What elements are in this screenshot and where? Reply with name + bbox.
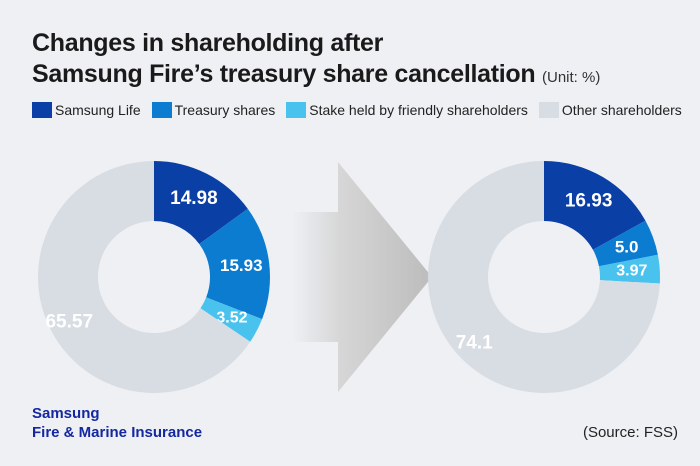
after-label-friendly-shareholders: 3.97	[616, 263, 647, 280]
legend-label-friendly-shareholders: Stake held by friendly shareholders	[309, 102, 528, 118]
unit-label: (Unit: %)	[542, 69, 601, 86]
legend-item-samsung-life: Samsung Life	[32, 102, 141, 118]
legend-label-other-shareholders: Other shareholders	[561, 102, 682, 118]
legend-swatch-other-shareholders	[538, 102, 559, 118]
after-slice-friendly-shareholders	[598, 254, 660, 284]
title-line-2-text: Samsung Fire’s treasury share cancellati…	[32, 60, 536, 88]
logo-line-1: Samsung	[32, 405, 100, 422]
legend-swatch-samsung-life	[32, 102, 52, 118]
legend-swatch-treasury-shares	[151, 102, 172, 118]
after-label-other-shareholders: 74.1	[456, 332, 493, 353]
after-slice-treasury-shares	[592, 220, 658, 267]
before-label-samsung-life: 14.98	[170, 188, 218, 209]
before-slice-other-shareholders	[38, 161, 251, 393]
after-slice-samsung-life	[544, 161, 646, 250]
before-label-other-shareholders: 65.57	[45, 312, 93, 333]
transition-arrow-icon	[292, 162, 432, 392]
after-slice-other-shareholders	[428, 161, 660, 394]
donut-after: 16.93 5.0 3.97 74.1	[428, 161, 660, 394]
after-label-samsung-life: 16.93	[565, 191, 613, 212]
before-slice-friendly-shareholders	[200, 297, 263, 342]
legend-label-treasury-shares: Treasury shares	[174, 102, 276, 118]
before-slice-treasury-shares	[199, 208, 270, 320]
title-line-1: Changes in shareholding after	[32, 29, 384, 57]
legend-item-other-shareholders: Other shareholders	[538, 102, 682, 118]
legend-label-samsung-life: Samsung Life	[55, 102, 141, 118]
legend: Samsung Life Treasury shares Stake held …	[32, 102, 693, 118]
after-label-treasury-shares: 5.0	[615, 237, 639, 256]
chart-title: Changes in shareholding after Samsung Fi…	[32, 28, 600, 93]
before-label-treasury-shares: 15.93	[220, 256, 263, 275]
samsung-fire-logo: Samsung Fire & Marine Insurance	[32, 404, 202, 442]
source-note: (Source: FSS)	[582, 424, 678, 441]
logo-line-2: Fire & Marine Insurance	[32, 424, 203, 441]
legend-swatch-friendly-shareholders	[286, 102, 307, 118]
title-line-2: Samsung Fire’s treasury share cancellati…	[32, 59, 600, 93]
before-label-friendly-shareholders: 3.52	[216, 309, 247, 326]
legend-item-treasury-shares: Treasury shares	[151, 102, 276, 118]
before-slice-samsung-life	[154, 161, 248, 245]
donut-before: 14.98 15.93 3.52 65.57	[38, 161, 270, 393]
legend-item-friendly-shareholders: Stake held by friendly shareholders	[286, 102, 528, 118]
